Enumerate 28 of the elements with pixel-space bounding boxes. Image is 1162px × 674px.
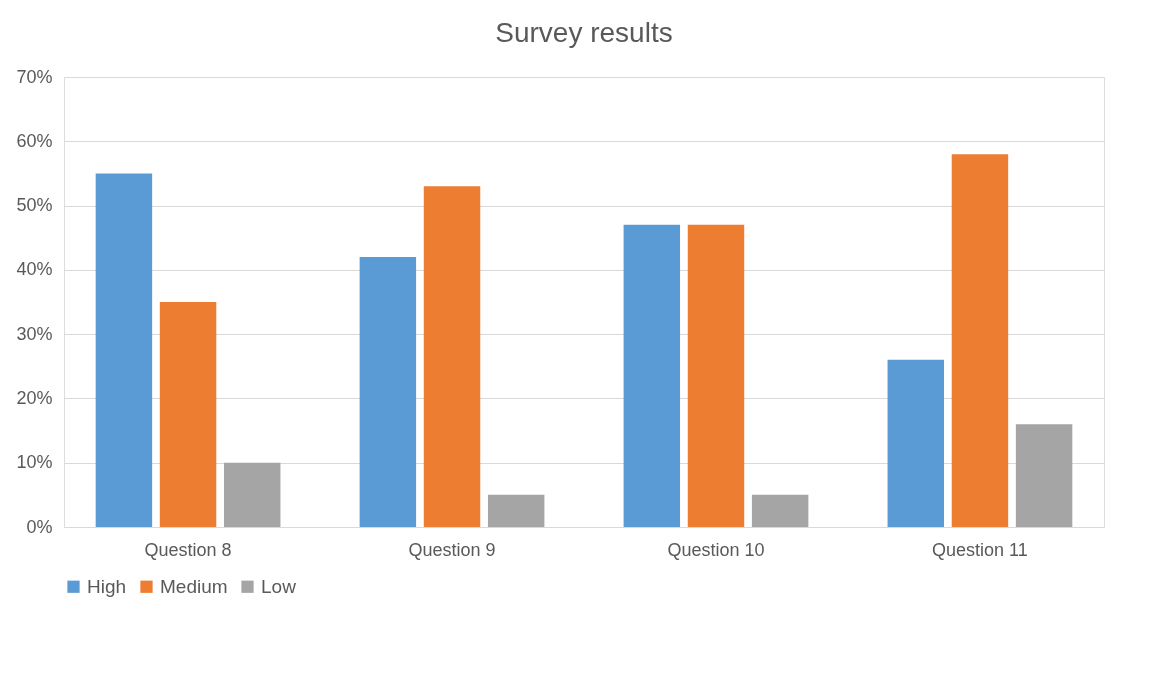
legend-label: High [87, 575, 127, 597]
y-tick-label: 10% [16, 452, 53, 473]
legend-label: Low [261, 575, 297, 597]
bar [95, 173, 153, 527]
bar [687, 224, 745, 527]
bar [951, 154, 1009, 527]
bar [887, 359, 945, 527]
chart-title: Survey results [495, 17, 673, 48]
bar [1015, 424, 1073, 527]
y-tick-label: 60% [16, 130, 53, 151]
x-tick-label: Question 11 [932, 539, 1028, 560]
y-tick-label: 30% [16, 323, 53, 344]
x-tick-label: Question 8 [144, 539, 232, 560]
bar [159, 302, 217, 527]
x-tick-label: Question 10 [667, 539, 765, 560]
bar [623, 224, 681, 527]
bar [359, 257, 417, 527]
bar [423, 186, 481, 527]
legend-label: Medium [160, 575, 228, 597]
y-tick-label: 40% [16, 259, 53, 280]
bar [223, 462, 281, 527]
x-tick-label: Question 9 [408, 539, 496, 560]
y-tick-label: 70% [16, 66, 53, 87]
y-tick-label: 50% [16, 195, 53, 216]
y-tick-label: 0% [26, 516, 53, 537]
bar [751, 494, 809, 527]
y-tick-label: 20% [16, 387, 53, 408]
bar [487, 494, 545, 527]
